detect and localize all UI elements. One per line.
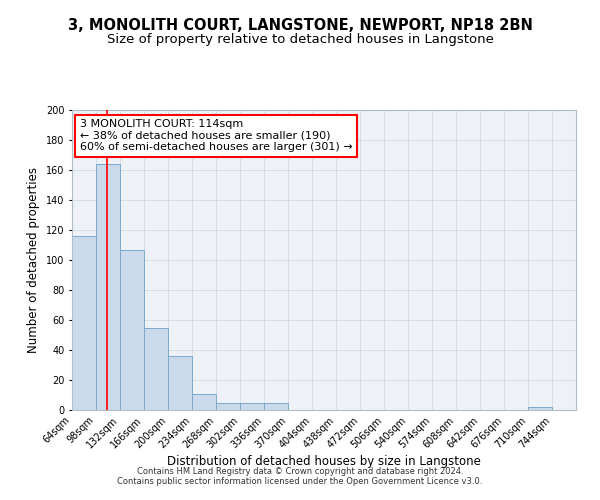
X-axis label: Distribution of detached houses by size in Langstone: Distribution of detached houses by size … xyxy=(167,456,481,468)
Y-axis label: Number of detached properties: Number of detached properties xyxy=(28,167,40,353)
Text: 3 MONOLITH COURT: 114sqm
← 38% of detached houses are smaller (190)
60% of semi-: 3 MONOLITH COURT: 114sqm ← 38% of detach… xyxy=(80,119,352,152)
Bar xyxy=(264,402,288,410)
Bar xyxy=(72,236,96,410)
Bar xyxy=(192,394,216,410)
Bar xyxy=(216,402,240,410)
Bar xyxy=(168,356,192,410)
Text: Contains HM Land Registry data © Crown copyright and database right 2024.: Contains HM Land Registry data © Crown c… xyxy=(137,467,463,476)
Bar xyxy=(528,407,552,410)
Bar xyxy=(96,164,120,410)
Bar xyxy=(120,250,144,410)
Text: 3, MONOLITH COURT, LANGSTONE, NEWPORT, NP18 2BN: 3, MONOLITH COURT, LANGSTONE, NEWPORT, N… xyxy=(68,18,532,32)
Text: Contains public sector information licensed under the Open Government Licence v3: Contains public sector information licen… xyxy=(118,477,482,486)
Text: Size of property relative to detached houses in Langstone: Size of property relative to detached ho… xyxy=(107,32,493,46)
Bar xyxy=(240,402,264,410)
Bar xyxy=(144,328,168,410)
